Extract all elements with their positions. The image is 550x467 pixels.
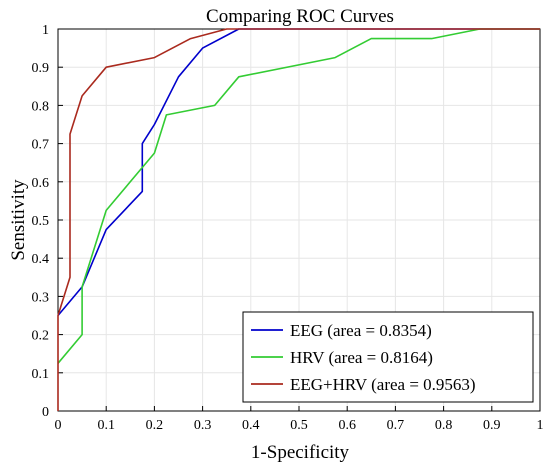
legend-entry: EEG+HRV (area = 0.9563) [290, 375, 476, 394]
x-tick-label: 0.2 [146, 418, 164, 433]
legend-box [242, 311, 534, 403]
x-tick-label: 0.1 [97, 418, 115, 433]
x-tick-label: 0.5 [290, 418, 308, 433]
series-line-3 [57, 28, 540, 411]
legend-entry: HRV (area = 0.8164) [290, 348, 433, 367]
y-tick-label: 0.5 [32, 214, 50, 229]
series-line-2 [57, 28, 540, 364]
x-tick-label: 0.8 [435, 418, 453, 433]
legend-entry: EEG (area = 0.8354) [290, 321, 432, 340]
x-axis-label: 1-Specificity [251, 442, 350, 463]
y-tick-label: 0.1 [32, 367, 50, 382]
series-lines [57, 28, 540, 411]
y-tick-label: 0 [42, 405, 49, 420]
y-tick-label: 0.4 [32, 252, 50, 267]
x-axis-ticks: 0 0.1 0.2 0.3 0.4 0.5 0.6 0.7 0.8 0.9 1 [55, 406, 544, 433]
x-tick-label: 1 [537, 418, 544, 433]
series-line-1 [57, 28, 540, 317]
y-tick-label: 0.3 [32, 290, 50, 305]
x-tick-label: 0.4 [242, 418, 260, 433]
y-tick-label: 0.2 [32, 329, 50, 344]
x-tick-label: 0.6 [338, 418, 356, 433]
y-axis-ticks: 0 0.1 0.2 0.3 0.4 0.5 0.6 0.7 0.8 0.9 1 [32, 23, 63, 420]
x-tick-label: 0 [55, 418, 62, 433]
x-tick-label: 0.3 [194, 418, 212, 433]
legend: EEG (area = 0.8354) HRV (area = 0.8164) EE… [242, 311, 534, 403]
y-tick-label: 0.9 [32, 61, 50, 76]
y-tick-label: 1 [42, 23, 49, 38]
chart-title: Comparing ROC Curves [206, 6, 394, 27]
y-tick-label: 0.6 [32, 176, 50, 191]
x-tick-label: 0.7 [387, 418, 405, 433]
y-axis-label: Sensitivity [8, 179, 29, 261]
x-tick-label: 0.9 [483, 418, 501, 433]
y-tick-label: 0.8 [32, 99, 50, 114]
y-tick-label: 0.7 [32, 138, 50, 153]
